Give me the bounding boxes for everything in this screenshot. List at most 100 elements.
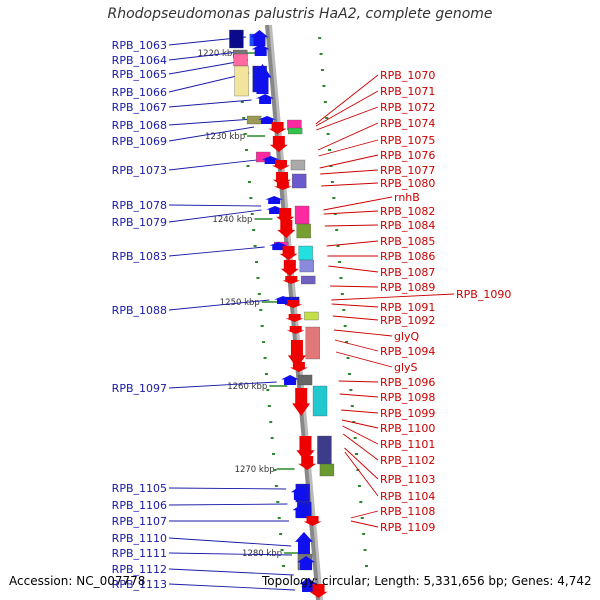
left-leader-line [168,503,288,506]
forward-gene-arrow [253,64,272,94]
left-gene-block [297,374,313,386]
right-leader-line [350,510,379,519]
right-leader-line [350,520,379,528]
forward-gene-arrow [251,44,270,56]
right-leader-line [334,329,393,337]
right-gene-label: RPB_1086 [380,250,435,263]
right-leader-line [323,196,393,211]
right-gene-label: RPB_1075 [380,134,435,147]
reverse-gene-arrow [296,436,315,462]
reverse-gene-arrow [269,136,288,152]
left-leader-line [168,299,270,311]
right-gene-block [317,435,332,465]
right-leader-line [318,139,379,157]
right-gene-label: RPB_1071 [380,85,435,98]
right-gene-label: RPB_1085 [380,235,435,248]
right-leader-line [319,154,379,169]
reverse-gene-arrow [298,456,317,470]
right-leader-line [343,433,379,461]
right-gene-label: RPB_1090 [456,288,511,301]
right-leader-line [324,224,379,227]
right-gene-label: RPB_1104 [380,490,435,503]
right-gene-label: RPB_1108 [380,505,435,518]
right-leader-line [323,210,379,215]
reverse-gene-arrow [277,220,296,238]
right-gene-label: rnhB [394,191,420,204]
right-gene-label: RPB_1091 [380,301,435,314]
left-leader-line [168,583,296,591]
reverse-gene-arrow [284,300,303,308]
right-leader-line [344,447,379,480]
left-gene-label: RPB_1106 [112,499,167,512]
forward-gene-arrow [256,94,275,104]
right-gene-label: RPB_1109 [380,521,435,534]
right-leader-line [315,90,379,127]
left-leader-line [168,381,277,389]
right-leader-line [341,419,379,429]
right-gene-block [287,127,303,135]
right-leader-line [316,106,379,131]
right-leader-line [338,380,379,383]
right-gene-block [299,259,314,273]
topology-text: Topology: circular; Length: 5,331,656 bp… [262,574,592,588]
left-gene-block [234,65,249,97]
left-gene-block [246,115,262,125]
right-gene-label: RPB_1102 [380,454,435,467]
left-gene-label: RPB_1078 [112,199,167,212]
right-leader-line [330,285,379,288]
right-gene-label: RPB_1087 [380,266,435,279]
right-gene-label: RPB_1076 [380,149,435,162]
right-gene-label: RPB_1101 [380,438,435,451]
right-gene-label: RPB_1072 [380,101,435,114]
reverse-gene-arrow [273,182,292,190]
right-gene-label: RPB_1084 [380,219,435,232]
right-gene-label: RPB_1089 [380,281,435,294]
right-gene-block [301,275,316,285]
left-gene-label: RPB_1069 [112,135,167,148]
right-leader-line [331,303,379,308]
left-gene-label: RPB_1064 [112,54,167,67]
right-gene-label: RPB_1096 [380,376,435,389]
left-leader-line [168,159,258,171]
reverse-gene-arrow [282,276,301,284]
forward-gene-arrow [250,30,269,46]
left-gene-label: RPB_1066 [112,86,167,99]
forward-gene-arrow [290,486,309,500]
right-leader-line [315,74,379,125]
left-leader-line [168,118,254,126]
right-gene-label: RPB_1077 [380,164,435,177]
right-leader-line [342,425,379,445]
reverse-gene-arrow [287,340,306,368]
right-leader-line [317,122,379,151]
right-leader-line [331,293,455,301]
left-gene-label: RPB_1068 [112,119,167,132]
right-leader-line [332,315,379,321]
right-gene-label: glyS [394,361,418,374]
right-gene-block [298,245,313,261]
right-leader-line [320,169,379,175]
forward-gene-arrow [258,116,277,124]
left-gene-label: RPB_1107 [112,515,167,528]
left-leader-line [168,568,294,576]
reverse-gene-arrow [303,516,322,526]
forward-gene-arrow [297,556,316,570]
right-gene-block [319,463,335,477]
reverse-gene-arrow [289,362,308,372]
left-gene-label: RPB_1083 [112,250,167,263]
right-gene-block [296,223,311,239]
right-leader-line [326,240,379,247]
right-gene-label: RPB_1074 [380,117,435,130]
left-gene-label: RPB_1088 [112,304,167,317]
forward-gene-arrow [294,532,313,554]
right-leader-line [339,393,379,398]
left-gene-block [233,53,248,67]
right-leader-line [321,182,379,187]
right-leader-line [344,451,379,497]
right-leader-line [341,409,379,414]
right-gene-block [312,385,328,417]
left-leader-line [168,204,262,207]
reverse-gene-arrow [279,246,298,260]
right-leader-line [335,351,393,368]
right-leader-line [328,265,379,273]
reverse-gene-arrow [286,326,305,334]
